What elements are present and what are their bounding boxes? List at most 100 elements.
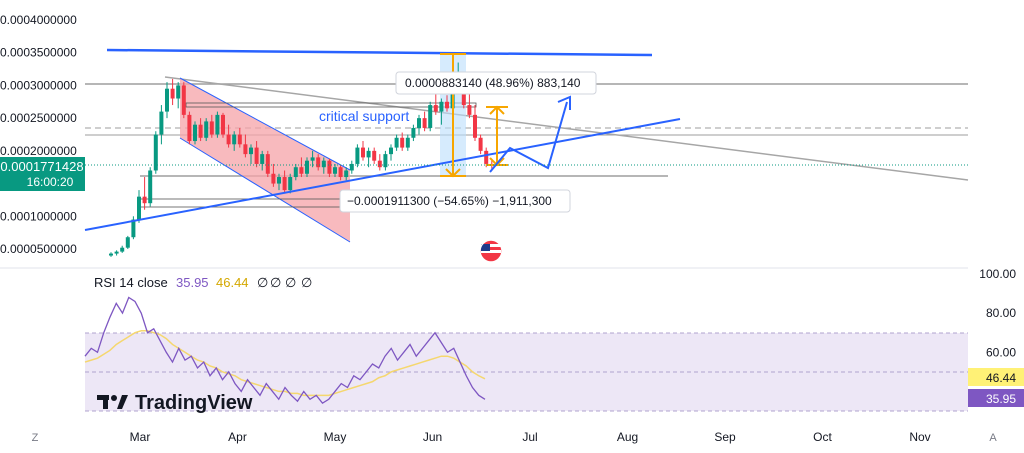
measure-up-label: 0.0000883140 (48.96%) 883,140 xyxy=(405,76,581,90)
candle-body xyxy=(249,147,253,155)
candle-body xyxy=(159,111,164,135)
price-tick-label: 0.0002500000 xyxy=(0,111,77,125)
rsi-tick-label: 60.00 xyxy=(986,345,1016,359)
corner-left-button[interactable] xyxy=(27,428,43,444)
candle-body xyxy=(316,157,321,168)
candle-body xyxy=(327,160,332,174)
candle-body xyxy=(265,154,270,174)
candle-body xyxy=(355,147,360,164)
candle-body xyxy=(114,251,119,254)
auto-scale-label: A xyxy=(989,432,997,444)
candle-body xyxy=(148,170,153,204)
tradingview-logo-text: TradingView xyxy=(135,392,253,414)
candle-body xyxy=(187,114,192,142)
candle-body xyxy=(417,118,421,128)
rsi-legend-empty-1: ∅ xyxy=(257,275,268,290)
logo-mark-dot xyxy=(111,395,117,401)
time-tick-label: Jun xyxy=(423,430,442,444)
candle-body xyxy=(321,160,326,168)
candle-body xyxy=(226,134,231,145)
time-tick-label: Jul xyxy=(522,430,537,444)
candle-body xyxy=(445,101,449,109)
time-tick-label: Nov xyxy=(909,430,930,444)
candle-body xyxy=(193,124,197,142)
rising-support-trendline xyxy=(84,118,681,231)
candle-body xyxy=(153,134,158,171)
candle-body xyxy=(209,121,214,135)
candle-body xyxy=(478,137,483,151)
candle-body xyxy=(299,167,304,174)
candle-body xyxy=(411,127,416,138)
time-tick-label: Apr xyxy=(228,430,247,444)
candle-body xyxy=(260,154,265,164)
candle-body xyxy=(467,105,472,115)
current-price-value: 0.0001771428 xyxy=(0,159,83,174)
price-tick-label: 0.0003000000 xyxy=(0,78,77,92)
rsi-ma-badge xyxy=(968,368,1024,386)
price-tick-label: 0.0003500000 xyxy=(0,46,77,60)
candle-body xyxy=(344,170,349,178)
measure-down-label-box xyxy=(339,189,571,213)
candle-body xyxy=(293,167,298,178)
range-box-top xyxy=(185,102,477,108)
candle-body xyxy=(271,173,276,184)
candle-body xyxy=(125,237,130,248)
candle-body xyxy=(473,114,477,138)
candle-body xyxy=(170,88,175,99)
candle-body xyxy=(383,154,388,168)
candle-body xyxy=(237,134,242,145)
price-tick-label: 0.0002000000 xyxy=(0,144,77,158)
rsi-line xyxy=(84,296,486,405)
time-tick-label: Sep xyxy=(714,430,736,444)
candle-body xyxy=(394,137,399,148)
candle-body xyxy=(433,105,438,112)
candle-body xyxy=(137,196,141,220)
rsi-badge-value: 35.95 xyxy=(986,392,1016,406)
projection-path xyxy=(489,101,568,173)
time-tick-label: Oct xyxy=(813,430,832,444)
rsi-legend-ma-value: 46.44 xyxy=(216,275,249,290)
corner-left-label: Z xyxy=(32,432,39,444)
price-tick-label: 0.0004000000 xyxy=(0,13,77,27)
candle-body xyxy=(176,85,181,99)
candle-body xyxy=(422,118,427,128)
rsi-axis: 100.00 80.00 60.00 xyxy=(979,267,1016,359)
candle-body xyxy=(288,177,293,191)
measure-down-label: −0.0001911300 (−54.65%) −1,911,300 xyxy=(347,194,552,208)
candle-body xyxy=(215,114,220,135)
candle-countdown: 16:00:20 xyxy=(27,175,74,189)
channel-upper-edge xyxy=(179,77,351,171)
rsi-ma-badge-value: 46.44 xyxy=(986,371,1016,385)
measure-up-label-box xyxy=(395,71,597,95)
auto-scale-button[interactable] xyxy=(984,428,1002,444)
rsi-legend-empty-4: ∅ xyxy=(301,275,312,290)
candle-body xyxy=(333,167,337,174)
candle-body xyxy=(243,144,248,155)
candle-body xyxy=(277,177,281,184)
time-tick-label: May xyxy=(324,430,347,444)
candle-body xyxy=(142,196,147,204)
us-flag-icon[interactable] xyxy=(479,239,503,263)
candle-body xyxy=(439,101,444,112)
tradingview-logo[interactable]: TradingView xyxy=(97,392,253,414)
candle-body xyxy=(254,147,259,164)
candle-body xyxy=(181,85,186,115)
candle-body xyxy=(372,150,377,161)
candle-body xyxy=(109,253,113,256)
price-tick-label: 0.0001000000 xyxy=(0,209,77,223)
channel-lower-edge xyxy=(179,137,351,243)
candle-body xyxy=(305,160,309,174)
candle-body xyxy=(131,219,136,238)
candle-body xyxy=(198,124,203,138)
time-axis: Mar Apr May Jun Jul Aug Sep Oct Nov xyxy=(130,430,931,444)
logo-mark-slash xyxy=(117,395,128,409)
top-trendline xyxy=(106,48,653,57)
candle-body xyxy=(405,137,410,148)
current-price-badge xyxy=(0,157,85,191)
candle-body xyxy=(428,105,433,128)
candle-body xyxy=(338,167,343,178)
rsi-legend-title: RSI 14 close xyxy=(94,275,168,290)
candle-body xyxy=(349,163,354,171)
